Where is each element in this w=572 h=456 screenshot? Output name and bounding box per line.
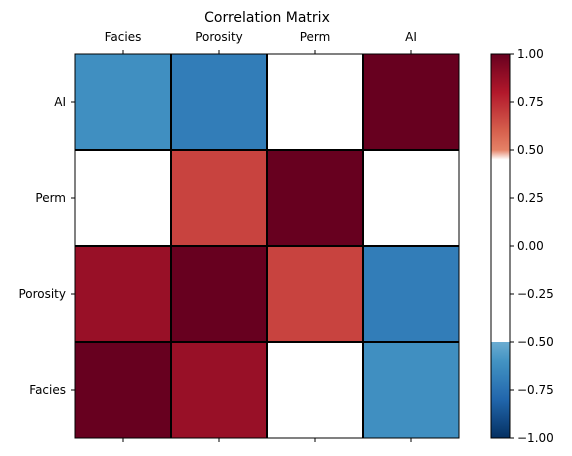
heatmap-cell-perm-porosity — [171, 150, 267, 246]
colorbar: 1.00 0.75 0.50 0.25 0.00 −0.25 −0.50 −0.75 −1.00 — [490, 47, 554, 445]
x-axis-ticks: Facies Porosity Perm AI — [105, 30, 417, 442]
heatmap-cell-ai-perm — [267, 54, 363, 150]
colorbar-tick-label: −0.50 — [517, 335, 554, 349]
heatmap-cell-porosity-porosity — [171, 246, 267, 342]
heatmap-cell-perm-facies — [75, 150, 171, 246]
colorbar-tick-label: −1.00 — [517, 431, 554, 445]
y-tick-label: Facies — [29, 383, 66, 397]
chart-title: Correlation Matrix — [204, 10, 330, 26]
colorbar-tick-label: 0.75 — [517, 95, 544, 109]
heatmap-cell-ai-porosity — [171, 54, 267, 150]
colorbar-gradient — [490, 53, 511, 439]
x-tick-label: Perm — [300, 30, 331, 44]
y-tick-label: Porosity — [18, 287, 66, 301]
heatmap-cell-ai-ai — [363, 54, 459, 150]
y-tick-label: AI — [54, 95, 66, 109]
y-axis-ticks: AI Perm Porosity Facies — [18, 95, 75, 397]
heatmap-cell-perm-perm — [267, 150, 363, 246]
colorbar-tick-label: 0.00 — [517, 239, 544, 253]
colorbar-tick-label: 0.25 — [517, 191, 544, 205]
colorbar-tick-label: 0.50 — [517, 143, 544, 157]
colorbar-tick-label: −0.25 — [517, 287, 554, 301]
heatmap-gridlines — [75, 54, 459, 438]
heatmap-cell-facies-ai — [363, 342, 459, 438]
x-tick-label: AI — [405, 30, 417, 44]
y-tick-label: Perm — [35, 191, 66, 205]
colorbar-tick-label: −0.75 — [517, 383, 554, 397]
x-tick-label: Porosity — [195, 30, 243, 44]
heatmap-cell-facies-perm — [267, 342, 363, 438]
plot-frame — [74, 53, 460, 439]
heatmap-cell-perm-ai — [363, 150, 459, 246]
colorbar-tick-label: 1.00 — [517, 47, 544, 61]
heatmap-cell-porosity-ai — [363, 246, 459, 342]
heatmap-cells — [75, 54, 459, 438]
heatmap-cell-porosity-facies — [75, 246, 171, 342]
heatmap-cell-facies-facies — [75, 342, 171, 438]
heatmap-cell-porosity-perm — [267, 246, 363, 342]
heatmap-cell-ai-facies — [75, 54, 171, 150]
heatmap-cell-facies-porosity — [171, 342, 267, 438]
x-tick-label: Facies — [105, 30, 142, 44]
